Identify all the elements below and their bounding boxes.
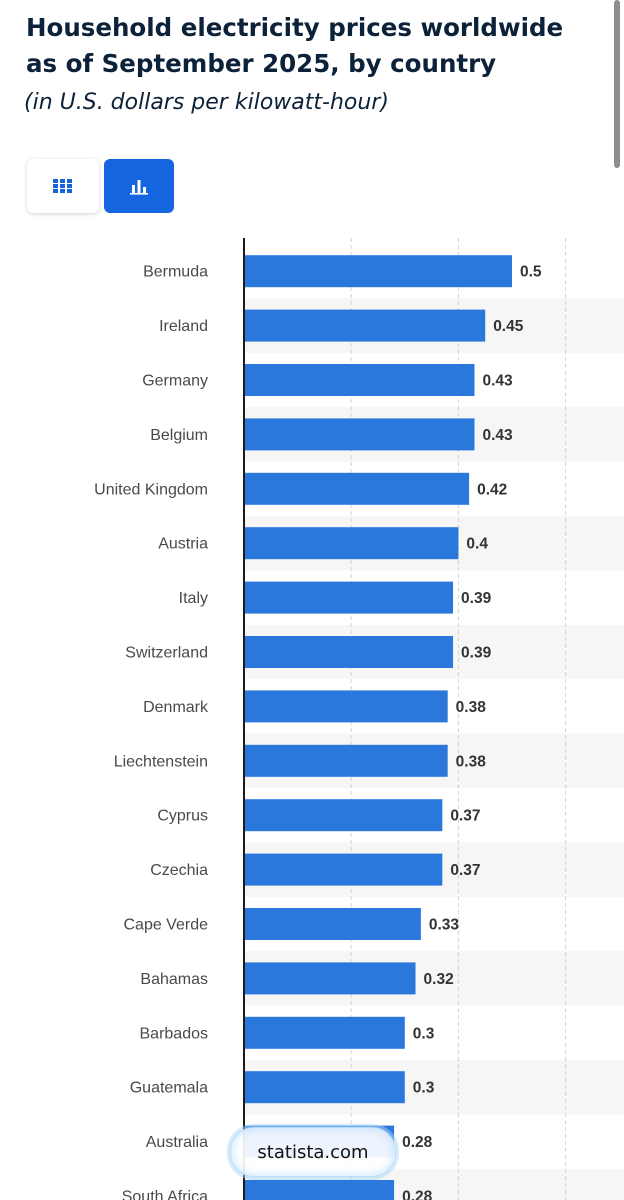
value-label: 0.45: [493, 318, 524, 335]
bar[interactable]: [244, 962, 416, 995]
value-label: 0.37: [450, 808, 480, 825]
chart-view-button[interactable]: [104, 159, 174, 213]
value-label: 0.43: [482, 373, 513, 390]
value-label: 0.37: [450, 862, 480, 879]
category-label: Austria: [158, 536, 208, 553]
bar[interactable]: [244, 309, 486, 342]
value-label: 0.32: [424, 971, 454, 988]
value-label: 0.39: [461, 590, 492, 607]
category-label: Bermuda: [143, 264, 208, 281]
value-label: 0.33: [429, 917, 460, 934]
table-view-button[interactable]: [27, 159, 99, 213]
scrollbar-thumb[interactable]: [614, 0, 620, 168]
value-label: 0.42: [477, 481, 507, 498]
value-label: 0.38: [456, 699, 487, 716]
category-label: Australia: [146, 1134, 208, 1151]
statista-watermark[interactable]: statista.com: [230, 1127, 396, 1177]
category-label: Belgium: [150, 427, 208, 444]
value-label: 0.4: [466, 536, 488, 553]
bar[interactable]: [244, 364, 475, 396]
watermark-text: statista.com: [257, 1141, 369, 1163]
table-grid-icon: [53, 179, 72, 193]
bar[interactable]: [244, 799, 443, 832]
category-label: Liechtenstein: [114, 753, 208, 770]
bar[interactable]: [244, 472, 470, 505]
value-label: 0.3: [413, 1025, 435, 1042]
bar[interactable]: [244, 1016, 405, 1049]
bar[interactable]: [244, 1180, 395, 1200]
bar[interactable]: [244, 581, 454, 614]
category-label: Guatemala: [130, 1080, 208, 1097]
category-label: Switzerland: [125, 645, 208, 662]
bar-chart-icon: [130, 180, 148, 195]
value-label: 0.39: [461, 645, 492, 662]
category-label: Cyprus: [157, 808, 208, 825]
bar[interactable]: [244, 853, 443, 886]
category-label: Denmark: [143, 699, 209, 716]
value-label: 0.5: [520, 264, 542, 281]
bar-chart: Bermuda 0.5 Ireland 0.45 Germany 0.43 Belgium 0…: [94, 238, 624, 1200]
category-label: Germany: [142, 373, 208, 390]
chart-subtitle: (in U.S. dollars per kilowatt-hour): [24, 90, 389, 115]
category-label: Czechia: [150, 862, 208, 879]
bar[interactable]: [244, 418, 475, 451]
bar[interactable]: [244, 690, 448, 723]
bar[interactable]: [244, 636, 454, 668]
category-label: South Africa: [122, 1189, 208, 1200]
category-label: Cape Verde: [123, 917, 208, 934]
category-label: Italy: [179, 590, 208, 607]
value-label: 0.28: [402, 1134, 433, 1151]
category-label: United Kingdom: [94, 481, 208, 498]
value-label: 0.28: [402, 1189, 433, 1200]
bar[interactable]: [244, 1071, 405, 1104]
category-label: Barbados: [140, 1025, 209, 1042]
value-label: 0.3: [413, 1080, 435, 1097]
category-label: Ireland: [159, 318, 208, 335]
value-label: 0.43: [482, 427, 513, 444]
bar[interactable]: [244, 255, 512, 288]
bar[interactable]: [244, 908, 421, 940]
bar[interactable]: [244, 744, 448, 777]
category-label: Bahamas: [140, 971, 208, 988]
chart-title: Household electricity prices worldwide a…: [26, 13, 564, 78]
value-label: 0.38: [456, 753, 487, 770]
bar[interactable]: [244, 527, 459, 560]
